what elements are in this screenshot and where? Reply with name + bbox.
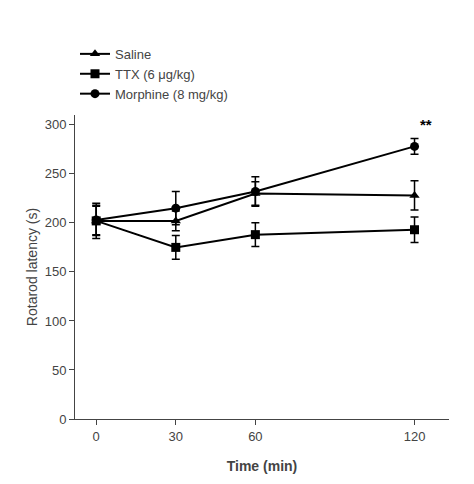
svg-text:30: 30: [169, 429, 183, 444]
svg-text:60: 60: [248, 429, 262, 444]
svg-text:Saline: Saline: [115, 47, 151, 62]
svg-text:120: 120: [404, 429, 426, 444]
svg-text:150: 150: [45, 264, 67, 279]
svg-text:Time (min): Time (min): [227, 458, 298, 474]
svg-text:0: 0: [59, 412, 66, 427]
svg-text:TTX (6 μg/kg): TTX (6 μg/kg): [115, 67, 195, 82]
svg-text:Rotarod latency (s): Rotarod latency (s): [24, 208, 40, 326]
svg-text:250: 250: [45, 166, 67, 181]
svg-text:300: 300: [45, 117, 67, 132]
svg-text:100: 100: [45, 313, 67, 328]
svg-text:50: 50: [52, 363, 66, 378]
svg-text:Morphine (8 mg/kg): Morphine (8 mg/kg): [115, 87, 228, 102]
svg-text:0: 0: [93, 429, 100, 444]
svg-text:**: **: [420, 116, 432, 133]
svg-text:200: 200: [45, 215, 67, 230]
